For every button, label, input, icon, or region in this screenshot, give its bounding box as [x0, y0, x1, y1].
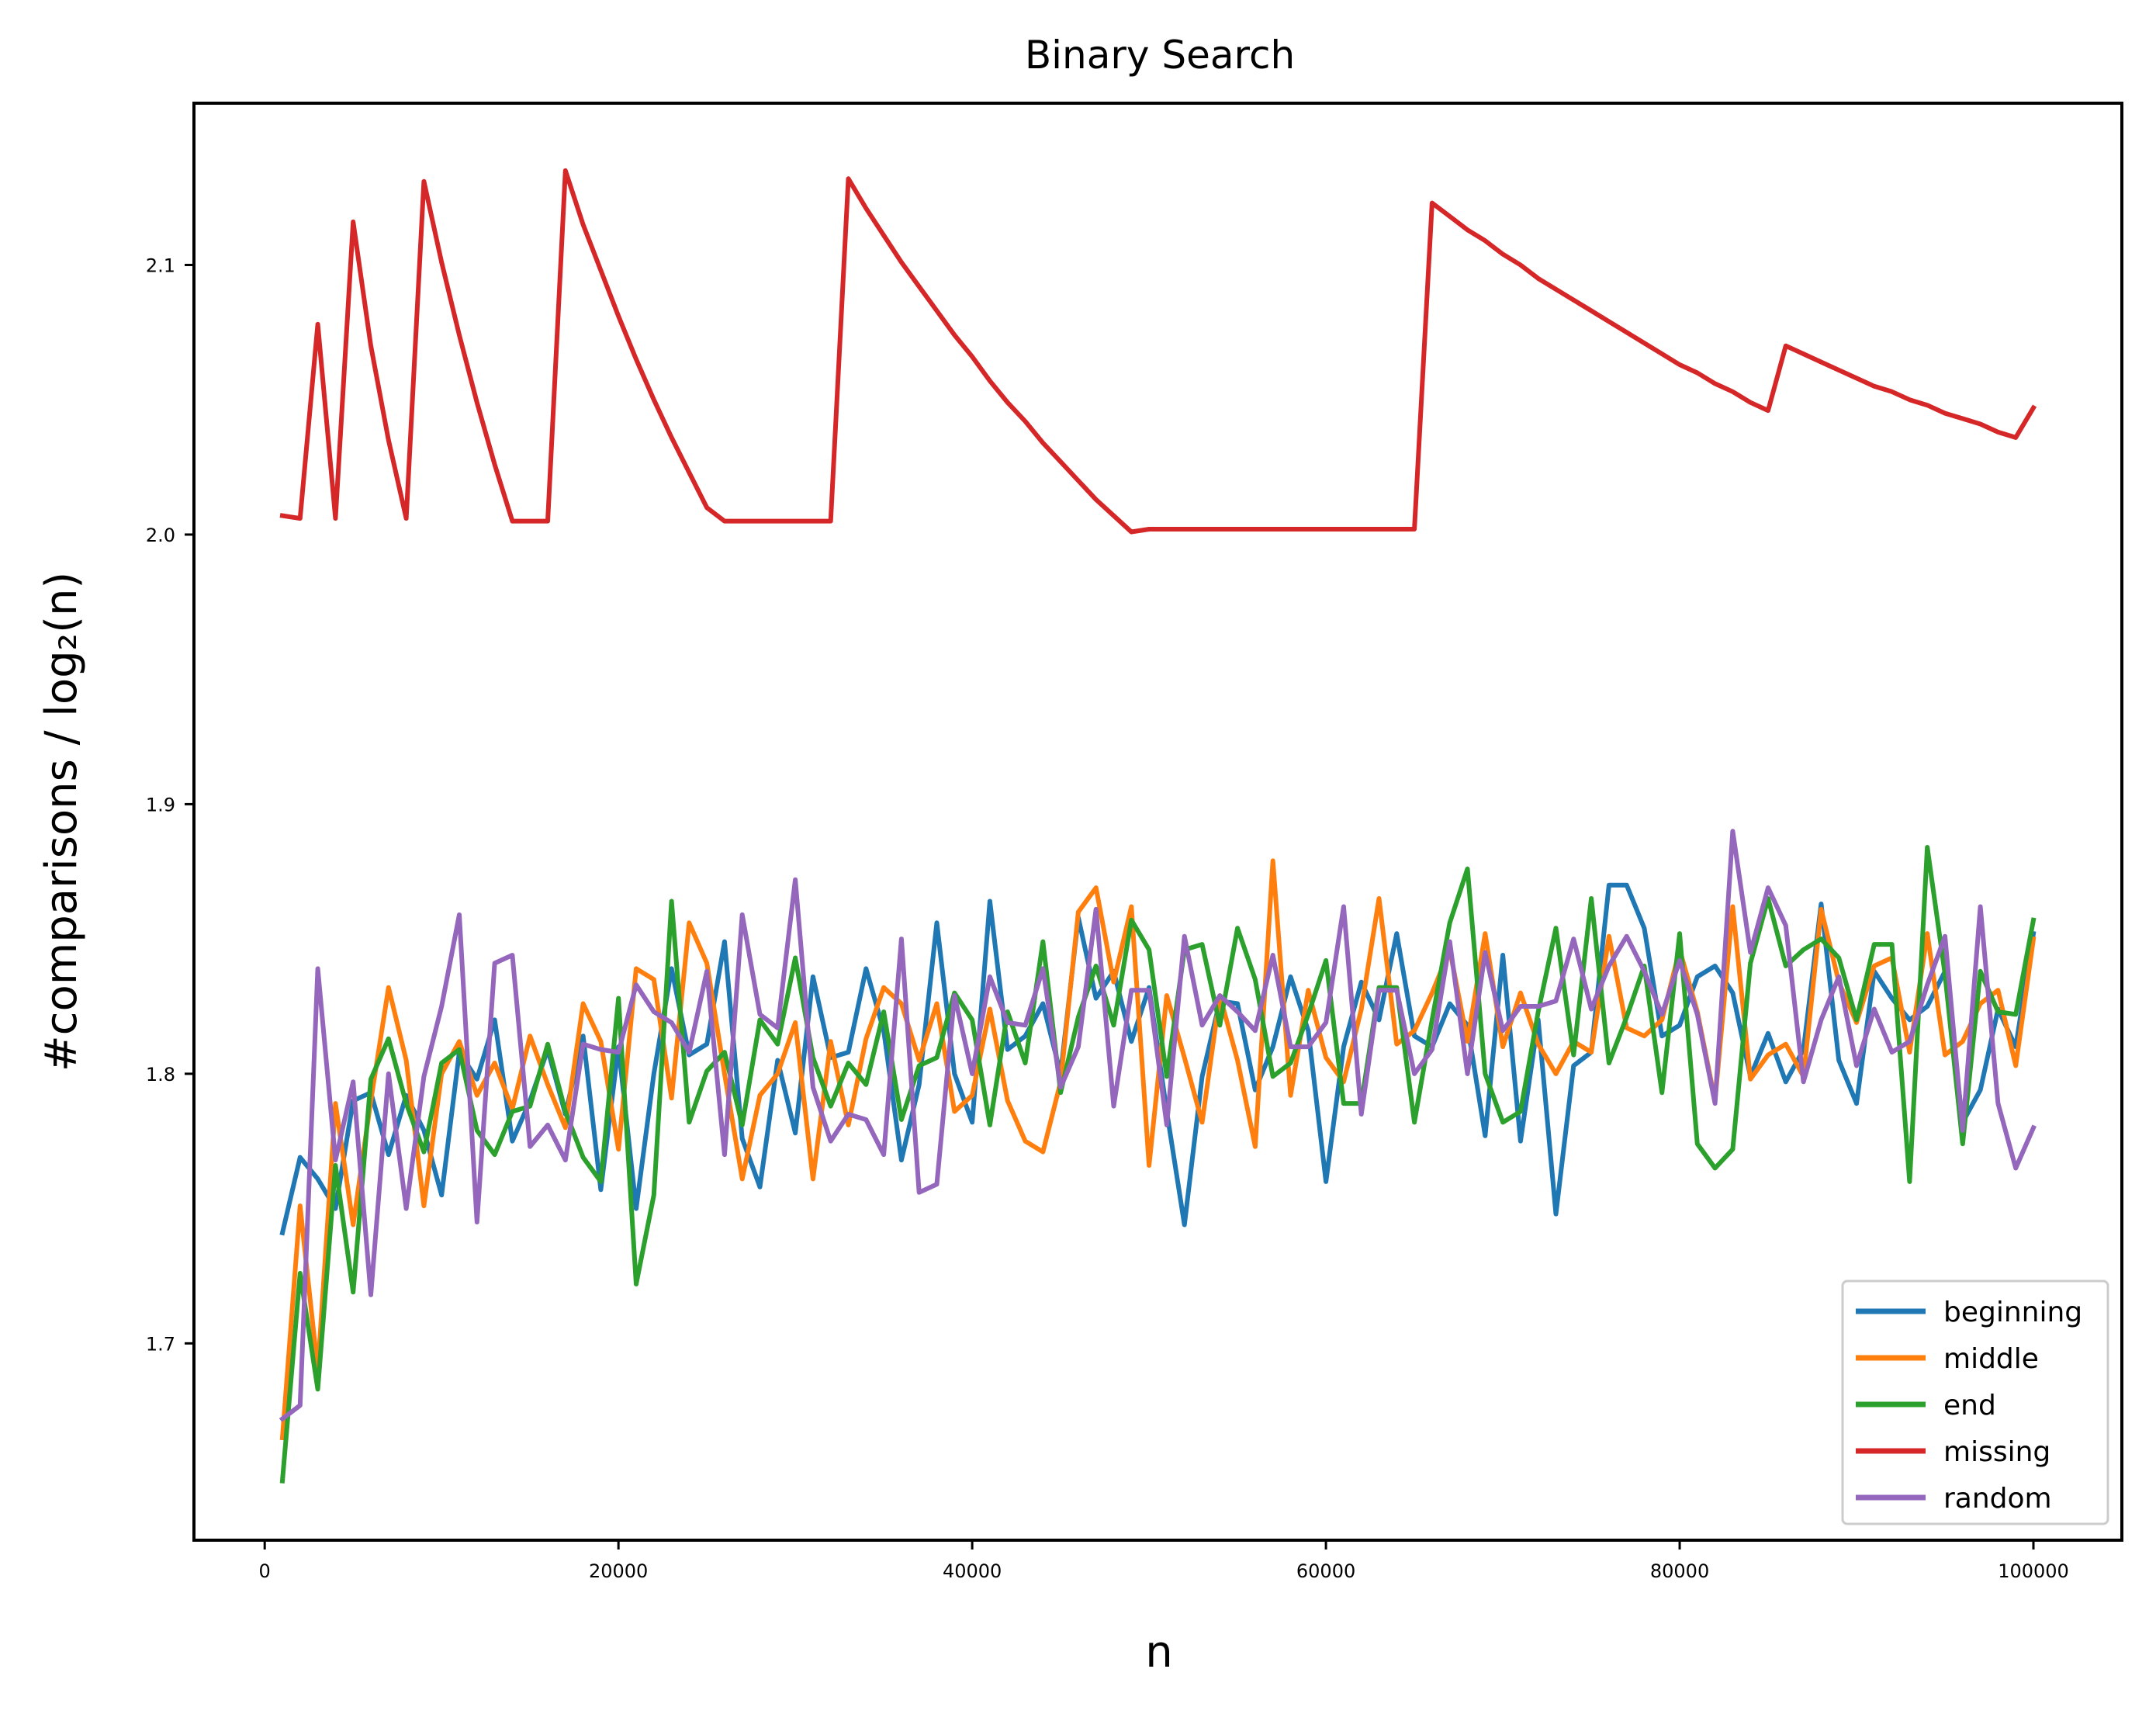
legend-label-end: end [1943, 1390, 1996, 1421]
plot-frame [192, 102, 2123, 1542]
y-tick-label: 1.8 [146, 1064, 175, 1086]
y-tick-label: 2.0 [146, 525, 175, 546]
plot-area [192, 102, 2123, 1542]
series-layer [279, 168, 2037, 1484]
legend-label-missing: missing [1943, 1436, 2050, 1468]
x-tick-label: 20000 [589, 1560, 648, 1582]
legend-items: beginning middle end missing random [1856, 1297, 2082, 1515]
x-axis-label: n [1145, 1627, 1173, 1678]
series-line-end [279, 845, 2037, 1484]
x-axis: 0 20000 40000 60000 80000 100000 [259, 1540, 2069, 1582]
y-tick-label: 1.7 [146, 1333, 175, 1355]
y-tick-label: 1.9 [146, 794, 175, 815]
y-tick-label: 2.1 [146, 255, 175, 276]
legend-label-middle: middle [1943, 1343, 2039, 1375]
series-line-middle [279, 858, 2037, 1441]
legend-label-beginning: beginning [1943, 1297, 2082, 1328]
chart-title: Binary Search [1025, 33, 1295, 78]
legend-label-random: random [1943, 1483, 2052, 1515]
x-tick-label: 80000 [1650, 1560, 1709, 1582]
x-tick-label: 0 [259, 1560, 271, 1582]
y-axis: 1.7 1.8 1.9 2.0 2.1 [146, 255, 194, 1355]
series-line-random [279, 829, 2037, 1422]
x-tick-label: 40000 [943, 1560, 1002, 1582]
series-line-missing [279, 168, 2037, 535]
legend: beginning middle end missing random [1841, 1279, 2109, 1525]
x-tick-label: 60000 [1296, 1560, 1355, 1582]
x-tick-label: 100000 [1998, 1560, 2069, 1582]
y-axis-label: #comparisons / log₂(n) [36, 572, 87, 1072]
legend-box [1841, 1279, 2109, 1525]
